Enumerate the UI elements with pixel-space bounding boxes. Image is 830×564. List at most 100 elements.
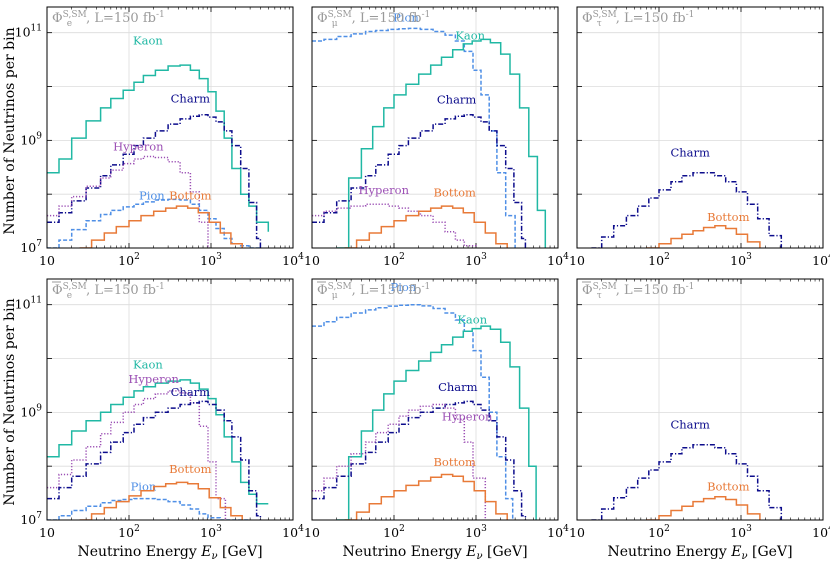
- x-tick-label: 103: [465, 252, 487, 268]
- x-tick-label: 10: [39, 525, 55, 540]
- series-label-bottom: Bottom: [707, 210, 750, 224]
- x-tick-label: 102: [648, 252, 670, 268]
- x-tick-label: 103: [465, 524, 487, 540]
- y-tick-label: 107: [20, 239, 42, 255]
- series-kaon-line: [336, 38, 547, 248]
- series-label-bottom: Bottom: [169, 188, 212, 202]
- series-charm-line: [47, 113, 262, 248]
- plot-frame: [311, 278, 559, 521]
- panel-title: ΦS,SM τ, L=150 fb-1: [582, 282, 694, 301]
- y-tick-labels: 107 109 1011: [15, 296, 43, 527]
- x-tick-label: 10: [304, 253, 320, 268]
- series-label-kaon: Kaon: [457, 312, 487, 326]
- series-hyperon-line: [47, 390, 227, 520]
- panels: Kaon Charm Hyperon Pion Bottom 10 102 103 104 107…: [15, 6, 830, 540]
- series-label-bottom: Bottom: [169, 462, 212, 476]
- y-axis-label-top: Number of Neutrinos per bin: [2, 27, 18, 234]
- series-pion-line: [312, 27, 516, 248]
- x-tick-labels: 10 102 103 104: [39, 252, 304, 268]
- x-axis-label: Neutrino Energy Eν [GeV]: [77, 544, 262, 562]
- series-hyperon-line: [312, 403, 487, 520]
- x-tick-label: 103: [730, 252, 752, 268]
- x-tick-label: 103: [730, 524, 752, 540]
- panel-title: ΦS,SM τ, L=150 fb-1: [582, 10, 694, 29]
- series-label-hyperon: Hyperon: [128, 372, 179, 386]
- series-kaon-line: [47, 379, 269, 505]
- series-bottom-line: [646, 224, 761, 248]
- panel-title: ΦS,SM e, L=150 fb-1: [52, 10, 165, 29]
- series-hyperon-line: [312, 203, 477, 248]
- x-tick-label: 10: [39, 253, 55, 268]
- series-bottom-line: [344, 473, 508, 520]
- x-tick-label: 104: [547, 252, 569, 268]
- series-label-hyperon: Hyperon: [358, 183, 409, 197]
- series-label-kaon: Kaon: [133, 358, 163, 372]
- y-tick-label: 109: [20, 131, 42, 147]
- panel-title: ΦS,SM μ, L=150 fb-1: [317, 10, 430, 29]
- series-pion-line: [47, 497, 251, 520]
- series-label-bottom: Bottom: [433, 186, 476, 200]
- x-axis-label: Neutrino Energy Eν [GeV]: [342, 544, 527, 562]
- series-label-charm: Charm: [437, 93, 477, 107]
- x-tick-label: 102: [118, 524, 140, 540]
- series-label-hyperon: Hyperon: [113, 139, 164, 153]
- panel-title: ΦS,SM e, L=150 fb-1: [52, 282, 165, 301]
- series-kaon-line: [47, 64, 270, 232]
- panel-top-left: Kaon Charm Hyperon Pion Bottom 10 102 103 104 107…: [15, 6, 304, 268]
- x-tick-label: 102: [648, 524, 670, 540]
- y-tick-label: 109: [20, 403, 42, 419]
- y-tick-label: 1011: [15, 296, 42, 312]
- x-tick-labels: 10 102 103 104: [39, 524, 304, 540]
- x-tick-label: 104: [812, 252, 830, 268]
- series-label-bottom: Bottom: [707, 480, 750, 494]
- series-charm-line: [47, 400, 262, 520]
- x-tick-label: 104: [812, 524, 830, 540]
- series-bottom-line: [646, 496, 761, 520]
- x-tick-label: 103: [200, 524, 222, 540]
- y-tick-labels: 107 109 1011: [15, 24, 43, 255]
- x-axis-label: Neutrino Energy Eν [GeV]: [607, 544, 792, 562]
- series-label-kaon: Kaon: [133, 34, 163, 48]
- x-tick-label: 102: [383, 252, 405, 268]
- x-tick-labels: 10 102 103 104: [569, 524, 830, 540]
- series-pion-line: [312, 303, 514, 520]
- series-label-charm: Charm: [438, 380, 478, 394]
- series-bottom-line: [344, 205, 508, 248]
- series-bottom-line: [79, 481, 243, 520]
- x-tick-label: 104: [282, 252, 304, 268]
- series-label-charm: Charm: [171, 92, 211, 106]
- x-tick-label: 104: [282, 524, 304, 540]
- series-charm-line: [312, 113, 527, 248]
- x-tick-label: 104: [547, 524, 569, 540]
- x-tick-label: 102: [383, 524, 405, 540]
- y-tick-label: 107: [20, 511, 42, 527]
- x-tick-labels: 10 102 103 104: [569, 252, 830, 268]
- series-label-charm: Charm: [670, 418, 710, 432]
- series-bottom-line: [79, 205, 243, 248]
- series-label-pion: Pion: [393, 11, 419, 25]
- series-label-bottom: Bottom: [433, 455, 476, 469]
- series-kaon-line: [336, 325, 537, 520]
- series-charm-line: [312, 400, 527, 520]
- y-axis-label-bottom: Number of Neutrinos per bin: [2, 298, 18, 505]
- series-pion-line: [47, 198, 261, 248]
- series-charm-line: [591, 443, 783, 520]
- plot-frame: [46, 278, 294, 521]
- series-label-hyperon: Hyperon: [442, 410, 493, 424]
- plot-frame: [576, 6, 824, 249]
- panel-top-right: Charm Bottom 10 102 103 104 ΦS,SMτ, L=150 fb-1: [569, 6, 830, 268]
- x-tick-label: 10: [569, 253, 585, 268]
- panel-title: ΦS,SM μ, L=150 fb-1: [317, 282, 430, 301]
- plot-frame: [311, 6, 559, 249]
- x-tick-labels: 10 102 103 104: [304, 252, 569, 268]
- x-tick-label: 10: [304, 525, 320, 540]
- x-tick-label: 102: [118, 252, 140, 268]
- series-label-kaon: Kaon: [455, 28, 485, 42]
- x-tick-labels: 10 102 103 104: [304, 524, 569, 540]
- series-label-pion: Pion: [139, 188, 165, 202]
- panel-top-middle: Pion Kaon Charm Hyperon Bottom 10 102 103 104 ΦS,…: [304, 6, 569, 268]
- x-tick-label: 10: [569, 525, 585, 540]
- series-charm-line: [591, 171, 783, 248]
